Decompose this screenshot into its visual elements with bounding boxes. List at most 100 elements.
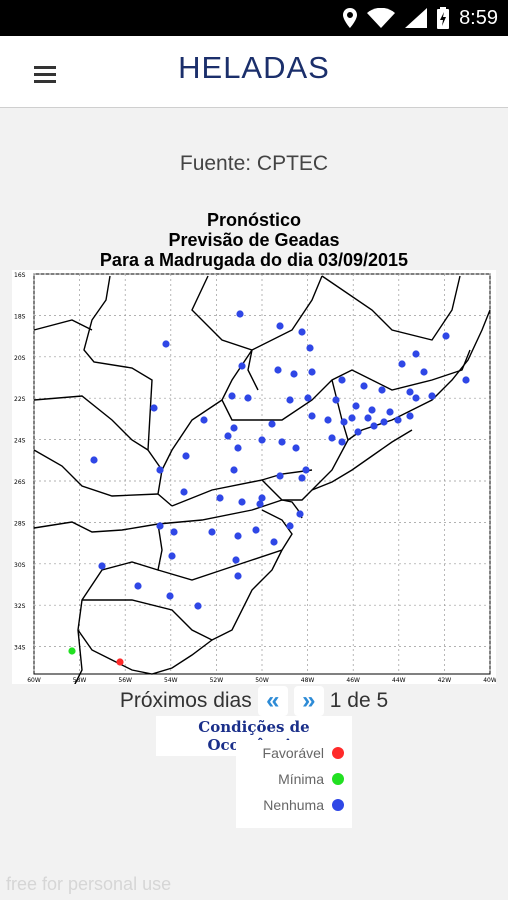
station-dot-none bbox=[170, 528, 178, 536]
lat-tick-label: 20S bbox=[14, 355, 26, 362]
legend-label: Favorável bbox=[262, 745, 324, 761]
station-dot-none bbox=[286, 396, 294, 404]
station-dot-none bbox=[90, 456, 98, 464]
station-dot-none bbox=[274, 366, 282, 374]
lon-tick-label: 50W bbox=[255, 677, 269, 684]
lat-tick-label: 24S bbox=[14, 438, 26, 445]
lon-tick-label: 58W bbox=[73, 677, 87, 684]
map-title-line-2: Previsão de Geadas bbox=[168, 230, 340, 250]
station-dot-none bbox=[296, 510, 304, 518]
map-title-line-3: Para a Madrugada do dia 03/09/2015 bbox=[99, 250, 409, 270]
station-dot-none bbox=[462, 376, 470, 384]
menu-icon[interactable] bbox=[34, 66, 56, 83]
station-dot-none bbox=[278, 438, 286, 446]
station-dot-none bbox=[232, 556, 240, 564]
lon-tick-label: 46W bbox=[346, 677, 360, 684]
legend-label: Mínima bbox=[278, 771, 324, 787]
station-dot-none bbox=[298, 474, 306, 482]
station-dot-none bbox=[406, 388, 414, 396]
station-dot-none bbox=[156, 522, 164, 530]
station-dot-none bbox=[230, 424, 238, 432]
lat-tick-label: 30S bbox=[14, 562, 26, 569]
station-dot-none bbox=[332, 396, 340, 404]
lon-tick-label: 54W bbox=[164, 677, 178, 684]
station-dot-none bbox=[224, 432, 232, 440]
station-dot-none bbox=[398, 360, 406, 368]
lon-tick-label: 48W bbox=[301, 677, 315, 684]
status-bar: 8:59 bbox=[0, 0, 508, 36]
station-dot-favorable bbox=[116, 658, 124, 666]
station-dot-none bbox=[292, 444, 300, 452]
legend-box: Favorável Mínima Nenhuma bbox=[236, 740, 352, 828]
previous-button[interactable]: « bbox=[257, 686, 288, 716]
status-time: 8:59 bbox=[459, 6, 498, 29]
lon-tick-label: 60W bbox=[27, 677, 41, 684]
station-dot-none bbox=[98, 562, 106, 570]
station-dot-none bbox=[166, 592, 174, 600]
legend-item-none: Nenhuma bbox=[236, 792, 352, 818]
wifi-icon bbox=[367, 8, 396, 28]
station-dot-none bbox=[306, 344, 314, 352]
watermark: free for personal use bbox=[6, 874, 172, 894]
station-dot-none bbox=[168, 552, 176, 560]
station-dot-none bbox=[308, 368, 316, 376]
lat-tick-label: 28S bbox=[14, 520, 26, 527]
station-dot-none bbox=[182, 452, 190, 460]
station-dot-none bbox=[238, 498, 246, 506]
station-dot-none bbox=[406, 412, 414, 420]
legend-dot-favorable bbox=[332, 747, 344, 759]
station-dot-none bbox=[234, 444, 242, 452]
station-dot-none bbox=[162, 340, 170, 348]
pager: Próximos dias « » 1 de 5 bbox=[0, 684, 508, 718]
station-dot-none bbox=[156, 466, 164, 474]
legend-dot-none bbox=[332, 799, 344, 811]
station-dot-none bbox=[364, 414, 372, 422]
station-dot-none bbox=[386, 408, 394, 416]
station-dot-none bbox=[420, 368, 428, 376]
station-dot-none bbox=[216, 494, 224, 502]
lon-tick-label: 56W bbox=[118, 677, 132, 684]
map-title-line-1: Pronóstico bbox=[206, 210, 301, 230]
station-dot-none bbox=[412, 350, 420, 358]
station-dot-none bbox=[348, 414, 356, 422]
station-dot-none bbox=[234, 572, 242, 580]
station-dot-none bbox=[244, 394, 252, 402]
signal-icon bbox=[405, 8, 428, 28]
pager-label: Próximos dias bbox=[119, 689, 252, 712]
location-icon bbox=[343, 8, 358, 28]
station-dot-none bbox=[236, 310, 244, 318]
station-dot-none bbox=[442, 332, 450, 340]
station-dot-none bbox=[360, 382, 368, 390]
station-dot-none bbox=[352, 402, 360, 410]
station-dot-none bbox=[412, 394, 420, 402]
battery-icon bbox=[437, 7, 450, 29]
station-dot-none bbox=[258, 494, 266, 502]
station-dot-none bbox=[268, 420, 276, 428]
map-plot: 60W 58W 56W 54W 52W 50W 48W 46W 44W 42W 40W 16S 18S 2… bbox=[12, 270, 496, 684]
station-dot-none bbox=[150, 404, 158, 412]
station-dot-none bbox=[134, 582, 142, 590]
station-dot-none bbox=[256, 500, 264, 508]
station-dot-none bbox=[338, 438, 346, 446]
station-dot-none bbox=[234, 532, 242, 540]
station-dot-none bbox=[302, 466, 310, 474]
station-dot-none bbox=[338, 376, 346, 384]
station-dot-none bbox=[340, 418, 348, 426]
lat-tick-label: 16S bbox=[14, 272, 26, 279]
legend: Condições de Ocorrência Favorável Mínima… bbox=[156, 716, 352, 828]
station-dot-none bbox=[252, 526, 260, 534]
app-bar: HELADAS bbox=[0, 36, 508, 108]
station-dot-none bbox=[228, 392, 236, 400]
page-title: HELADAS bbox=[178, 50, 330, 85]
station-dot-none bbox=[258, 436, 266, 444]
station-dot-none bbox=[304, 394, 312, 402]
station-dot-none bbox=[230, 466, 238, 474]
lon-tick-label: 52W bbox=[210, 677, 224, 684]
next-button[interactable]: » bbox=[293, 686, 324, 716]
legend-item-minimum: Mínima bbox=[236, 766, 352, 792]
station-dot-none bbox=[380, 418, 388, 426]
lat-tick-label: 18S bbox=[14, 313, 26, 320]
station-dot-none bbox=[308, 412, 316, 420]
station-dot-none bbox=[194, 602, 202, 610]
source-label: Fuente: CPTEC bbox=[179, 152, 329, 175]
